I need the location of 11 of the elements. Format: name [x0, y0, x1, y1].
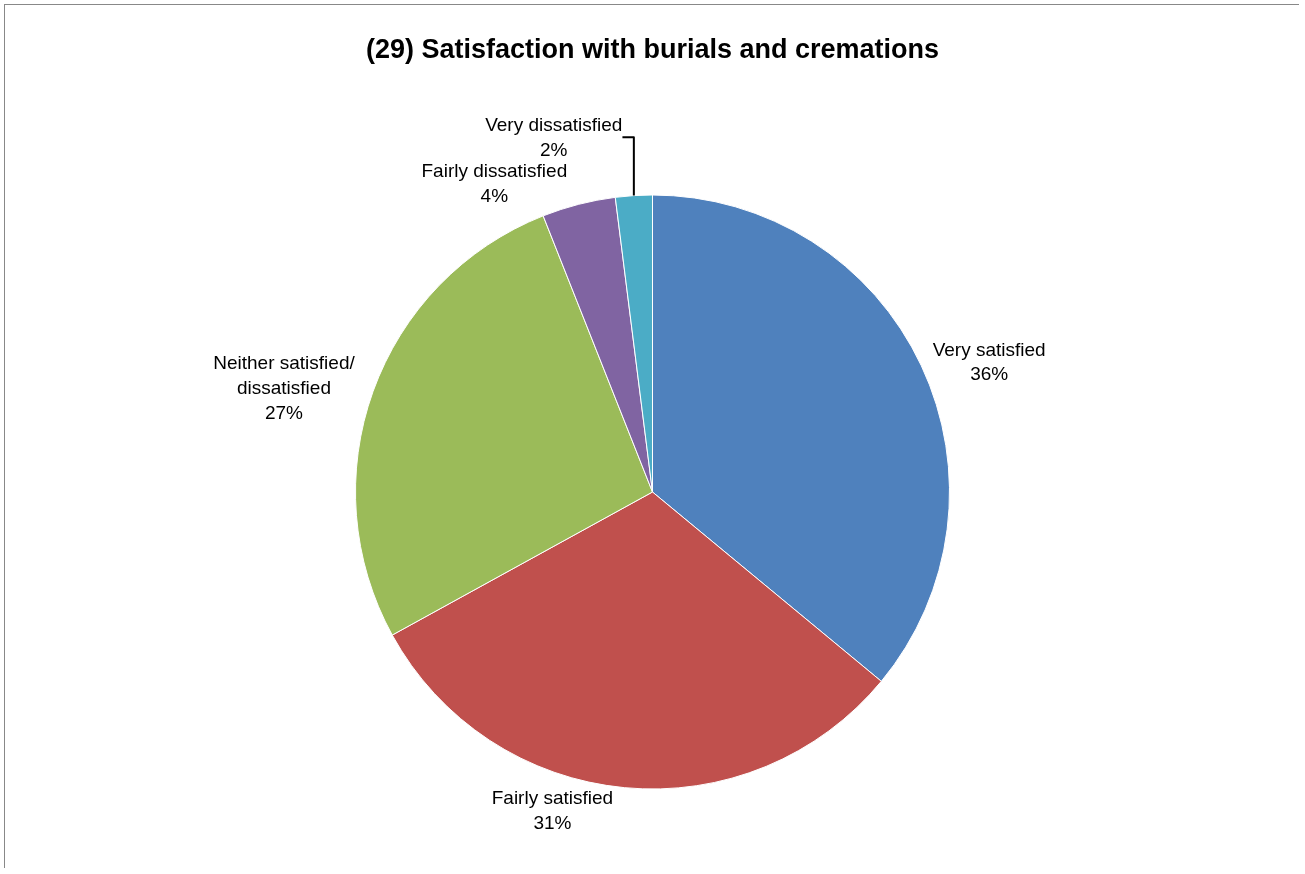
data-label: 27% — [264, 401, 304, 423]
data-label: 31% — [533, 812, 572, 834]
data-label: 2% — [540, 139, 568, 161]
data-label: 36% — [970, 363, 1009, 385]
slice-label: Neither satisfied/ dissatisfied — [213, 352, 356, 398]
data-label: 4% — [480, 184, 509, 206]
slice-label: Fairly dissatisfied — [421, 160, 568, 182]
chart-title: (29) Satisfaction with burials and cremations — [365, 34, 940, 65]
slice-label: Very dissatisfied — [485, 114, 623, 136]
slice-label: Fairly satisfied — [491, 787, 614, 809]
slice-label: Very satisfied — [932, 338, 1046, 360]
